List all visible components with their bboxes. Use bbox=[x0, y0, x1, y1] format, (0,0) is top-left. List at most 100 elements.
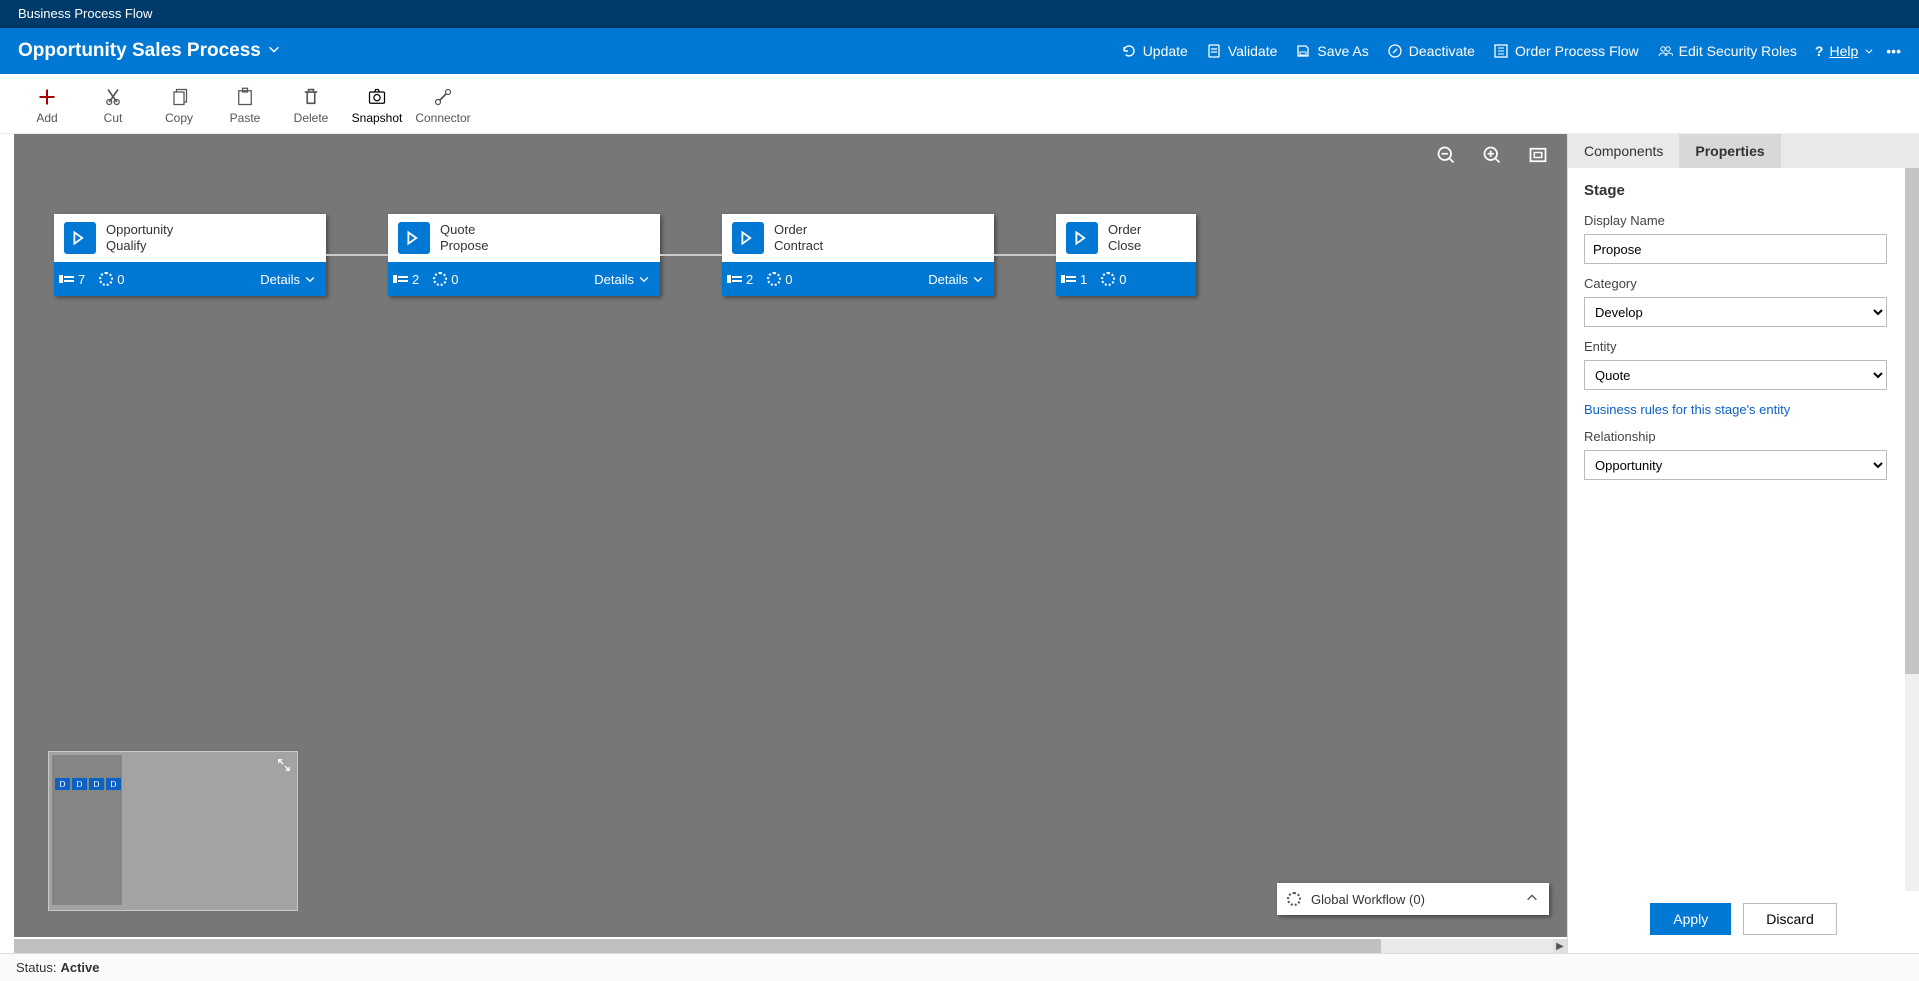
canvas[interactable]: Opportunity Qualify 7 0 Details bbox=[14, 134, 1567, 937]
stage-name: Contract bbox=[774, 238, 823, 254]
help-button[interactable]: ? Help bbox=[1815, 43, 1874, 59]
relationship-select[interactable]: Opportunity bbox=[1584, 450, 1887, 480]
canvas-controls bbox=[1435, 144, 1549, 166]
stage-close[interactable]: Order Close 1 0 bbox=[1056, 214, 1196, 296]
tab-properties[interactable]: Properties bbox=[1679, 134, 1780, 168]
steps-count: 7 bbox=[64, 272, 85, 287]
workflows-count: 0 bbox=[767, 272, 792, 287]
stage-icon bbox=[1066, 222, 1098, 254]
zoom-out-button[interactable] bbox=[1435, 144, 1457, 166]
update-label: Update bbox=[1143, 43, 1188, 59]
discard-button[interactable]: Discard bbox=[1743, 903, 1836, 935]
connector-button[interactable]: Connector bbox=[410, 80, 476, 132]
canvas-scrollbar[interactable]: ▶ bbox=[14, 939, 1567, 953]
flow: Opportunity Qualify 7 0 Details bbox=[54, 214, 1196, 296]
process-title-text: Opportunity Sales Process bbox=[18, 40, 261, 62]
delete-label: Delete bbox=[294, 111, 329, 125]
deactivate-label: Deactivate bbox=[1409, 43, 1475, 59]
add-label: Add bbox=[36, 111, 57, 125]
security-button[interactable]: Edit Security Roles bbox=[1657, 43, 1797, 59]
business-rules-link[interactable]: Business rules for this stage's entity bbox=[1584, 402, 1887, 417]
deactivate-button[interactable]: Deactivate bbox=[1387, 43, 1475, 59]
displayname-input[interactable] bbox=[1584, 234, 1887, 264]
paste-label: Paste bbox=[230, 111, 261, 125]
help-label: Help bbox=[1829, 43, 1858, 59]
snapshot-button[interactable]: Snapshot bbox=[344, 80, 410, 132]
fit-screen-button[interactable] bbox=[1527, 144, 1549, 166]
topbar: Business Process Flow bbox=[0, 0, 1919, 28]
chevron-up-icon bbox=[1525, 891, 1539, 908]
panel-buttons: Apply Discard bbox=[1568, 891, 1919, 953]
toolbar: Add Cut Copy Paste Delete Snapshot Conne… bbox=[0, 74, 1919, 134]
zoom-in-button[interactable] bbox=[1481, 144, 1503, 166]
more-button[interactable]: ••• bbox=[1886, 43, 1901, 59]
stage-icon bbox=[64, 222, 96, 254]
apply-button[interactable]: Apply bbox=[1650, 903, 1731, 935]
minimap-nodes: ⅮⅮⅮⅮ bbox=[55, 778, 121, 790]
workflow-icon bbox=[1287, 892, 1301, 906]
tab-components[interactable]: Components bbox=[1568, 134, 1679, 168]
stage-propose[interactable]: Quote Propose 2 0 Details bbox=[388, 214, 660, 296]
scrollbar-thumb[interactable] bbox=[14, 939, 1381, 953]
panel-body: Stage Display Name Category Develop Enti… bbox=[1568, 168, 1919, 891]
paste-button[interactable]: Paste bbox=[212, 80, 278, 132]
stage-name: Close bbox=[1108, 238, 1141, 254]
connector bbox=[994, 254, 1056, 256]
canvas-wrap: Opportunity Qualify 7 0 Details bbox=[0, 134, 1567, 953]
stage-entity: Order bbox=[1108, 222, 1141, 238]
delete-button[interactable]: Delete bbox=[278, 80, 344, 132]
topbar-title: Business Process Flow bbox=[18, 6, 152, 21]
category-label: Category bbox=[1584, 276, 1887, 291]
stage-entity: Order bbox=[774, 222, 823, 238]
section-title: Stage bbox=[1584, 182, 1887, 199]
stage-name: Qualify bbox=[106, 238, 173, 254]
global-workflow-label: Global Workflow (0) bbox=[1311, 892, 1425, 907]
security-label: Edit Security Roles bbox=[1679, 43, 1797, 59]
orderflow-button[interactable]: Order Process Flow bbox=[1493, 43, 1639, 59]
details-toggle[interactable]: Details bbox=[594, 272, 650, 287]
status-value: Active bbox=[60, 960, 99, 975]
panel-scrollbar-thumb[interactable] bbox=[1905, 168, 1919, 674]
snapshot-label: Snapshot bbox=[352, 111, 403, 125]
steps-count: 1 bbox=[1066, 272, 1087, 287]
stage-icon bbox=[398, 222, 430, 254]
panel-scrollbar[interactable] bbox=[1905, 168, 1919, 891]
entity-select[interactable]: Quote bbox=[1584, 360, 1887, 390]
orderflow-label: Order Process Flow bbox=[1515, 43, 1639, 59]
stage-contract[interactable]: Order Contract 2 0 Details bbox=[722, 214, 994, 296]
validate-button[interactable]: Validate bbox=[1206, 43, 1278, 59]
main: Opportunity Qualify 7 0 Details bbox=[0, 134, 1919, 953]
copy-button[interactable]: Copy bbox=[146, 80, 212, 132]
minimap[interactable]: ⅮⅮⅮⅮ bbox=[48, 751, 298, 911]
panel-tabs: Components Properties bbox=[1568, 134, 1919, 168]
entity-label: Entity bbox=[1584, 339, 1887, 354]
process-title[interactable]: Opportunity Sales Process bbox=[18, 40, 281, 62]
steps-count: 2 bbox=[732, 272, 753, 287]
update-button[interactable]: Update bbox=[1121, 43, 1188, 59]
steps-count: 2 bbox=[398, 272, 419, 287]
details-toggle[interactable]: Details bbox=[928, 272, 984, 287]
add-button[interactable]: Add bbox=[14, 80, 80, 132]
scroll-right-icon[interactable]: ▶ bbox=[1553, 939, 1567, 953]
displayname-label: Display Name bbox=[1584, 213, 1887, 228]
stage-entity: Opportunity bbox=[106, 222, 173, 238]
connector-label: Connector bbox=[415, 111, 470, 125]
stage-qualify[interactable]: Opportunity Qualify 7 0 Details bbox=[54, 214, 326, 296]
cut-button[interactable]: Cut bbox=[80, 80, 146, 132]
stage-icon bbox=[732, 222, 764, 254]
minimap-expand-icon[interactable] bbox=[277, 758, 291, 775]
category-select[interactable]: Develop bbox=[1584, 297, 1887, 327]
stage-entity: Quote bbox=[440, 222, 488, 238]
saveas-label: Save As bbox=[1317, 43, 1368, 59]
saveas-button[interactable]: Save As bbox=[1295, 43, 1368, 59]
connector bbox=[660, 254, 722, 256]
ellipsis-icon: ••• bbox=[1886, 43, 1901, 59]
global-workflow-bar[interactable]: Global Workflow (0) bbox=[1277, 883, 1549, 915]
workflows-count: 0 bbox=[433, 272, 458, 287]
chevron-down-icon bbox=[267, 40, 281, 62]
properties-panel: Components Properties Stage Display Name… bbox=[1567, 134, 1919, 953]
details-toggle[interactable]: Details bbox=[260, 272, 316, 287]
workflows-count: 0 bbox=[1101, 272, 1126, 287]
status-label: Status: bbox=[16, 960, 56, 975]
status-bar: Status: Active bbox=[0, 953, 1919, 981]
